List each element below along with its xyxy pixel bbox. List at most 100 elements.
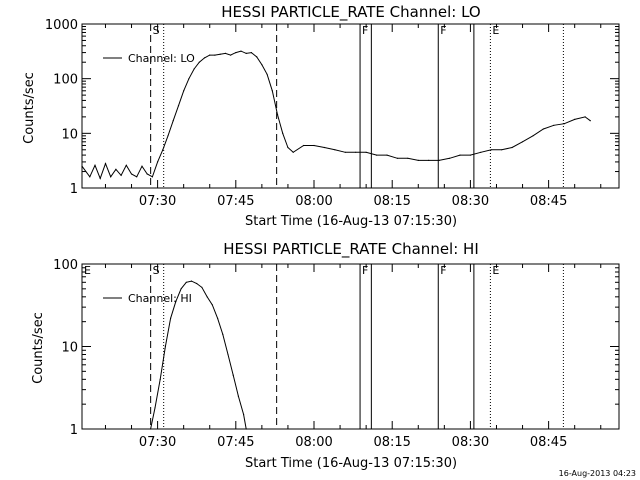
data-point bbox=[188, 78, 190, 80]
data-point bbox=[407, 157, 409, 159]
event-marker-label: S bbox=[153, 264, 160, 277]
data-point bbox=[480, 151, 482, 153]
data-point bbox=[386, 154, 388, 156]
chart-panel-hi: HESSI PARTICLE_RATE Channel: HI Start Ti… bbox=[31, 240, 620, 471]
data-point bbox=[490, 149, 492, 151]
x-tick-label: 08:30 bbox=[452, 435, 489, 450]
data-point bbox=[219, 53, 221, 55]
event-marker-label: E bbox=[492, 264, 499, 277]
data-point bbox=[469, 154, 471, 156]
data-point bbox=[276, 114, 279, 116]
event-marker-label: F bbox=[362, 264, 368, 277]
data-point bbox=[584, 116, 586, 118]
data-point bbox=[256, 56, 258, 58]
data-point bbox=[417, 159, 419, 161]
event-marker-label: F bbox=[362, 24, 368, 37]
data-point bbox=[428, 159, 430, 161]
timestamp-footer: 16-Aug-2013 04:23 bbox=[559, 469, 636, 478]
data-point bbox=[164, 345, 166, 348]
y-tick-label: 1 bbox=[70, 182, 78, 197]
data-point bbox=[532, 135, 534, 137]
data-point bbox=[292, 151, 294, 153]
data-point bbox=[146, 173, 148, 175]
data-point bbox=[245, 428, 247, 430]
data-point bbox=[110, 176, 112, 178]
event-marker-label: S bbox=[153, 24, 160, 37]
data-point bbox=[99, 177, 101, 179]
data-point bbox=[159, 378, 161, 380]
series-line bbox=[81, 50, 591, 180]
data-point bbox=[521, 141, 524, 143]
chart-panel-lo: HESSI PARTICLE_RATE Channel: LO Start Ti… bbox=[22, 3, 620, 229]
data-point bbox=[501, 149, 503, 151]
legend: Channel: HI bbox=[103, 292, 192, 305]
data-point bbox=[201, 286, 203, 288]
data-point bbox=[235, 52, 237, 54]
data-point bbox=[563, 123, 565, 125]
event-marker-label: E bbox=[84, 264, 91, 277]
data-point bbox=[185, 281, 187, 283]
data-point bbox=[141, 165, 143, 167]
y-tick-label: 10 bbox=[61, 127, 78, 142]
data-point bbox=[157, 161, 159, 163]
data-point bbox=[94, 164, 96, 166]
data-point bbox=[222, 333, 224, 335]
data-point bbox=[438, 159, 440, 161]
y-axis-label: Counts/sec bbox=[22, 72, 37, 144]
data-point bbox=[224, 52, 226, 55]
data-point bbox=[150, 428, 152, 430]
data-point bbox=[125, 164, 127, 166]
event-marker-label: E bbox=[492, 24, 499, 37]
data-point bbox=[196, 282, 198, 285]
data-point bbox=[170, 317, 172, 319]
data-point bbox=[355, 151, 357, 153]
data-point bbox=[89, 176, 91, 178]
x-tick-label: 07:45 bbox=[217, 435, 254, 450]
data-point bbox=[313, 144, 315, 147]
data-point bbox=[459, 154, 461, 156]
legend-label: Channel: LO bbox=[128, 52, 195, 65]
data-point bbox=[334, 149, 336, 151]
data-point bbox=[162, 149, 164, 151]
y-tick-label: 100 bbox=[53, 73, 78, 88]
data-point bbox=[232, 374, 234, 376]
data-point bbox=[287, 146, 289, 149]
x-tick-label: 08:15 bbox=[373, 435, 410, 450]
chart-title: HESSI PARTICLE_RATE Channel: HI bbox=[223, 240, 479, 259]
data-point bbox=[230, 54, 232, 56]
data-point bbox=[193, 68, 195, 70]
data-point bbox=[396, 157, 398, 159]
data-point bbox=[589, 120, 591, 122]
data-point bbox=[240, 50, 242, 52]
data-point bbox=[180, 288, 182, 290]
x-tick-label: 07:30 bbox=[139, 194, 176, 209]
data-point bbox=[81, 165, 83, 167]
data-point bbox=[250, 52, 252, 54]
y-tick-label: 1 bbox=[70, 423, 78, 438]
x-tick-label: 08:30 bbox=[452, 194, 489, 209]
data-point bbox=[211, 304, 213, 306]
x-tick-label: 08:00 bbox=[295, 194, 332, 209]
data-point bbox=[376, 154, 378, 156]
x-axis-label: Start Time (16-Aug-13 07:15:30) bbox=[245, 214, 457, 229]
data-point bbox=[120, 174, 122, 176]
data-point bbox=[203, 57, 206, 59]
data-point bbox=[511, 146, 513, 149]
data-point bbox=[154, 407, 156, 409]
x-tick-label: 08:15 bbox=[373, 194, 410, 209]
chart-title: HESSI PARTICLE_RATE Channel: LO bbox=[221, 3, 480, 22]
series-group bbox=[81, 50, 591, 180]
x-tick-label: 07:45 bbox=[217, 194, 254, 209]
data-point bbox=[542, 128, 545, 130]
data-point bbox=[172, 120, 174, 122]
x-tick-label: 08:00 bbox=[295, 435, 332, 450]
axis-ticks: 07:30 07:45 08:00 08:15 08:30 08:45 1 10 100 bbox=[53, 258, 619, 450]
data-point bbox=[175, 301, 177, 303]
series-line bbox=[150, 280, 247, 430]
data-point bbox=[209, 54, 211, 56]
event-marker-label: F bbox=[440, 264, 446, 277]
data-point bbox=[206, 296, 208, 298]
data-point bbox=[130, 173, 133, 175]
